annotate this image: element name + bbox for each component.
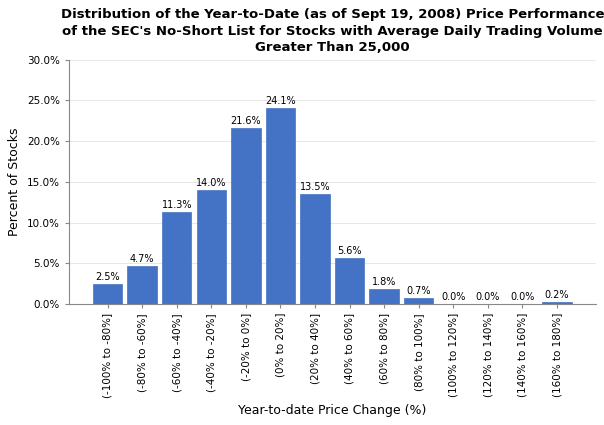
Title: Distribution of the Year-to-Date (as of Sept 19, 2008) Price Performance
of the : Distribution of the Year-to-Date (as of … (60, 8, 604, 54)
Bar (335, 258, 364, 304)
Text: 0.7%: 0.7% (406, 286, 431, 296)
Text: 0.0%: 0.0% (510, 292, 535, 302)
Text: 2.5%: 2.5% (95, 272, 120, 282)
Bar (370, 289, 399, 304)
Text: 0.0%: 0.0% (476, 292, 500, 302)
Bar (231, 128, 260, 304)
Text: 14.0%: 14.0% (196, 178, 226, 188)
Bar (266, 108, 295, 304)
Text: 0.0%: 0.0% (441, 292, 466, 302)
Text: 24.1%: 24.1% (265, 96, 296, 106)
Text: 0.2%: 0.2% (545, 290, 570, 300)
Bar (196, 190, 226, 304)
Bar (404, 298, 434, 304)
Y-axis label: Percent of Stocks: Percent of Stocks (8, 128, 21, 236)
Text: 21.6%: 21.6% (231, 116, 261, 126)
Text: 1.8%: 1.8% (372, 277, 396, 287)
Bar (162, 212, 191, 304)
Bar (127, 266, 157, 304)
X-axis label: Year-to-date Price Change (%): Year-to-date Price Change (%) (238, 404, 426, 416)
Bar (542, 302, 572, 304)
Text: 4.7%: 4.7% (130, 254, 155, 264)
Text: 13.5%: 13.5% (300, 182, 330, 192)
Text: 5.6%: 5.6% (337, 246, 362, 256)
Text: 11.3%: 11.3% (161, 200, 192, 210)
Bar (93, 283, 122, 304)
Bar (300, 194, 330, 304)
